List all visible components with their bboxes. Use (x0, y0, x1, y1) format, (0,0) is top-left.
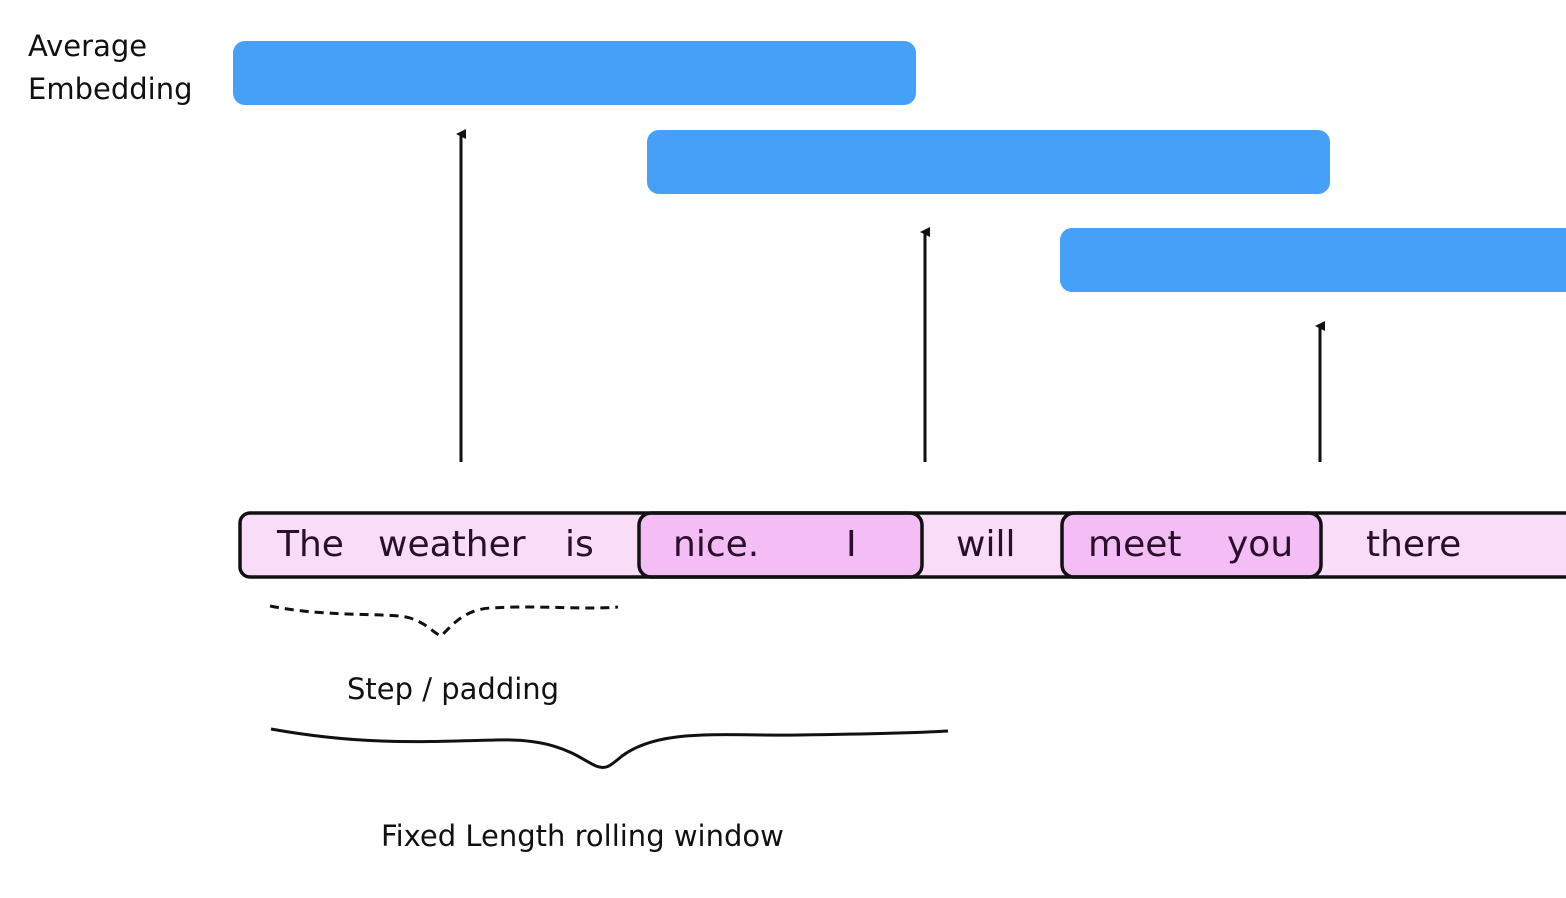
overlap-outline-2 (1060, 511, 1323, 579)
token-nice: nice. (673, 524, 759, 565)
token-will: will (956, 524, 1015, 565)
token-you: you (1227, 524, 1293, 565)
embedding-bar-window-2 (647, 130, 1330, 194)
token-the: The (276, 524, 344, 565)
embedding-bar-window-3 (1060, 228, 1566, 292)
token-meet: meet (1088, 524, 1181, 565)
token-weather: weather (378, 524, 526, 565)
embedding-label-line1: Average (28, 29, 147, 63)
embedding-bar-window-1 (233, 41, 916, 105)
token-i: I (846, 524, 857, 565)
step-padding-label: Step / padding (347, 672, 559, 706)
token-is: is (565, 524, 594, 565)
overlap-highlight-2 (1062, 513, 1321, 577)
rolling-window-label: Fixed Length rolling window (381, 819, 784, 853)
token-there: there (1366, 524, 1461, 565)
rolling-window-brace (270, 727, 949, 770)
overlap-highlight-1 (639, 513, 922, 577)
overlap-outline-1 (637, 511, 924, 579)
embedding-label-line2: Embedding (28, 72, 192, 106)
step-padding-brace (269, 604, 619, 638)
